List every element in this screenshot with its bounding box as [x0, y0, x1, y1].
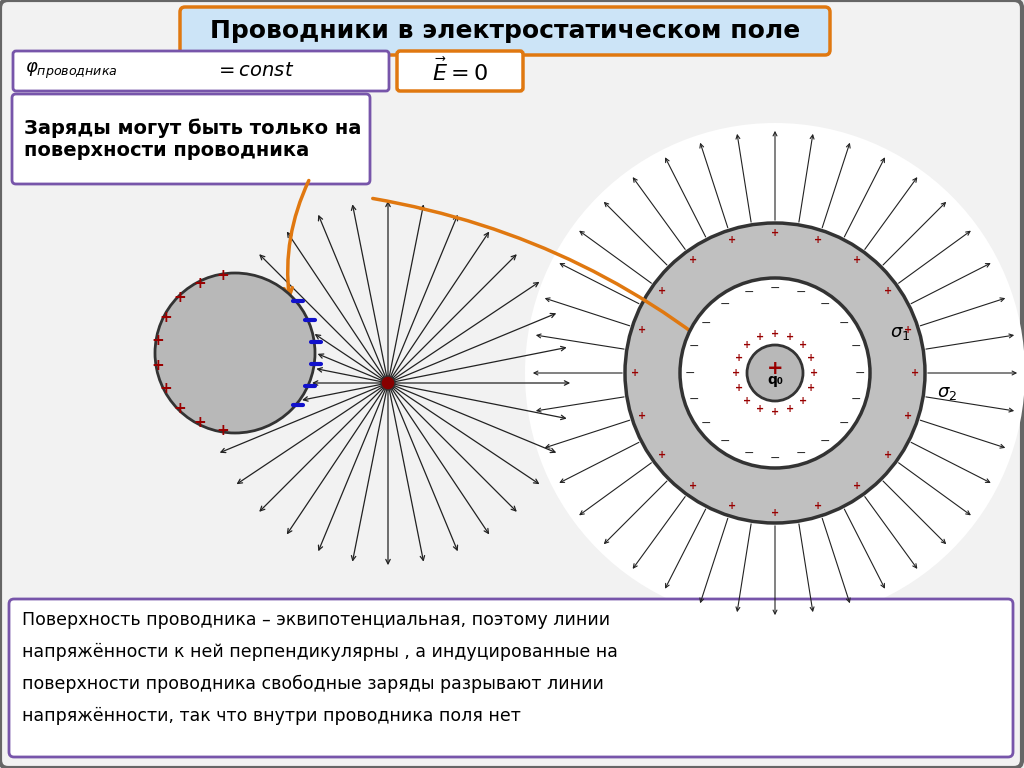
Text: −: − — [743, 286, 754, 299]
Text: +: + — [799, 340, 807, 350]
Text: +: + — [884, 450, 892, 460]
Circle shape — [525, 123, 1024, 623]
Text: +: + — [732, 368, 740, 378]
Text: поверхности проводника свободные заряды разрывают линии: поверхности проводника свободные заряды … — [22, 675, 604, 693]
Text: +: + — [853, 255, 861, 265]
Text: q₀: q₀ — [767, 373, 783, 387]
Text: −: − — [720, 298, 730, 311]
Text: +: + — [807, 353, 815, 363]
FancyBboxPatch shape — [9, 599, 1013, 757]
Circle shape — [625, 223, 925, 523]
Text: −: − — [839, 416, 849, 429]
Text: +: + — [735, 383, 743, 393]
Text: +: + — [756, 404, 764, 414]
Text: +: + — [159, 381, 172, 396]
Text: −: − — [770, 452, 780, 465]
FancyBboxPatch shape — [13, 51, 389, 91]
FancyBboxPatch shape — [12, 94, 370, 184]
FancyBboxPatch shape — [397, 51, 523, 91]
Text: Поверхность проводника – эквипотенциальная, поэтому линии: Поверхность проводника – эквипотенциальн… — [22, 611, 610, 629]
Text: +: + — [152, 358, 164, 372]
Text: −: − — [839, 316, 849, 329]
Text: +: + — [799, 396, 807, 406]
Text: −: − — [796, 286, 807, 299]
Text: −: − — [689, 392, 699, 406]
Text: +: + — [756, 332, 764, 342]
Text: +: + — [631, 368, 639, 378]
Text: −: − — [851, 340, 861, 353]
Text: −: − — [720, 435, 730, 449]
Text: +: + — [771, 228, 779, 238]
Text: +: + — [814, 235, 822, 245]
Text: +: + — [904, 411, 912, 422]
Text: $\vec{E} = 0$: $\vec{E} = 0$ — [432, 58, 488, 84]
Text: +: + — [810, 368, 818, 378]
Text: +: + — [807, 383, 815, 393]
Text: $\varphi_{\mathregular{проводника}}$: $\varphi_{\mathregular{проводника}}$ — [25, 61, 118, 81]
Text: +: + — [911, 368, 920, 378]
Text: +: + — [657, 450, 666, 460]
Text: +: + — [728, 235, 736, 245]
Text: +: + — [771, 508, 779, 518]
Text: +: + — [173, 401, 186, 415]
Text: −: − — [819, 435, 830, 449]
Text: +: + — [785, 404, 794, 414]
Text: +: + — [728, 502, 736, 511]
FancyBboxPatch shape — [180, 7, 830, 55]
Text: −: − — [819, 298, 830, 311]
Text: $\sigma_2$: $\sigma_2$ — [937, 384, 957, 402]
Text: −: − — [851, 392, 861, 406]
Text: −: − — [743, 447, 754, 460]
Text: +: + — [904, 325, 912, 335]
Text: +: + — [194, 276, 206, 291]
Text: $\sigma_1$: $\sigma_1$ — [890, 324, 910, 342]
Circle shape — [680, 278, 870, 468]
Text: −: − — [770, 282, 780, 294]
Text: +: + — [767, 359, 783, 379]
Text: +: + — [689, 482, 696, 492]
Text: +: + — [884, 286, 892, 296]
Text: напряжённости к ней перпендикулярны , а индуцированные на: напряжённости к ней перпендикулярны , а … — [22, 643, 617, 661]
Text: +: + — [173, 290, 186, 306]
Text: Заряды могут быть только на
поверхности проводника: Заряды могут быть только на поверхности … — [24, 118, 361, 160]
Text: +: + — [638, 325, 646, 335]
Text: +: + — [152, 333, 164, 349]
Text: $= const$: $= const$ — [215, 61, 294, 81]
Text: +: + — [638, 411, 646, 422]
Text: +: + — [743, 340, 752, 350]
Text: −: − — [685, 366, 695, 379]
Text: +: + — [853, 482, 861, 492]
Text: +: + — [785, 332, 794, 342]
Text: −: − — [855, 366, 865, 379]
Text: −: − — [701, 316, 712, 329]
Text: +: + — [216, 269, 229, 283]
Text: −: − — [689, 340, 699, 353]
Text: +: + — [814, 502, 822, 511]
Text: напряжённости, так что внутри проводника поля нет: напряжённости, так что внутри проводника… — [22, 707, 521, 725]
Text: +: + — [743, 396, 752, 406]
Text: +: + — [216, 422, 229, 438]
Text: +: + — [159, 310, 172, 325]
Text: +: + — [771, 407, 779, 417]
Text: +: + — [657, 286, 666, 296]
Circle shape — [746, 345, 803, 401]
Text: +: + — [194, 415, 206, 430]
Text: −: − — [701, 416, 712, 429]
Circle shape — [155, 273, 315, 433]
Circle shape — [381, 376, 395, 390]
Text: +: + — [689, 255, 696, 265]
Text: +: + — [735, 353, 743, 363]
Text: +: + — [771, 329, 779, 339]
Text: Проводники в электростатическом поле: Проводники в электростатическом поле — [210, 19, 800, 43]
Text: −: − — [796, 447, 807, 460]
